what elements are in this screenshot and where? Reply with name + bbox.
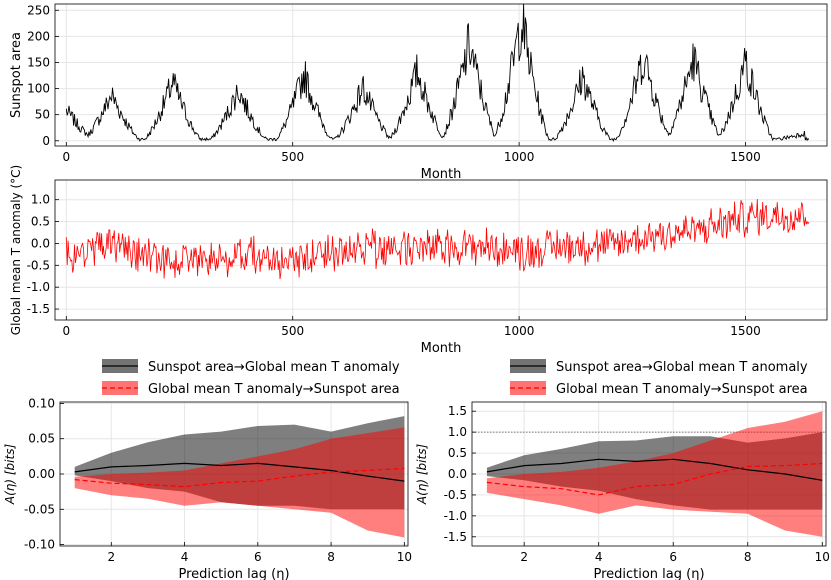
- y-tick-label: 0.00: [28, 467, 55, 481]
- y-tick-label: 0.5: [31, 215, 50, 229]
- y-axis-label: Sunspot area: [9, 32, 24, 118]
- chart-panel-4: 2 4 6 8 10 -1.5 -1.0 -0.5 0.0 0.5 1.0 1.5 Prediction…: [415, 359, 830, 580]
- legend-label: Global mean T anomaly→Sunspot area: [556, 382, 808, 397]
- y-tick-label: 150: [27, 55, 50, 69]
- y-tick-label: 0.5: [448, 446, 467, 460]
- x-tick-label: 0: [62, 324, 70, 338]
- x-tick-label: 1500: [730, 150, 761, 164]
- y-tick-label: 0.0: [31, 236, 50, 250]
- legend-label: Global mean T anomaly→Sunspot area: [148, 382, 400, 397]
- y-tick-label: -0.10: [24, 538, 55, 552]
- y-tick-label: 200: [27, 29, 50, 43]
- y-tick-label: 50: [35, 108, 50, 122]
- x-tick-label: 10: [815, 550, 830, 564]
- temperature-anomaly-line: [65, 199, 810, 280]
- y-tick-label: 0: [42, 134, 50, 148]
- y-tick-label: 0.0: [448, 467, 467, 481]
- x-axis-label: Prediction lag (η): [178, 567, 289, 580]
- x-axis-label: Month: [421, 167, 462, 182]
- series-2-band: [74, 427, 405, 538]
- y-tick-label: 0.10: [28, 396, 55, 410]
- x-tick-label: 2: [520, 550, 528, 564]
- plot-frame: [54, 179, 828, 321]
- x-tick-label: 4: [181, 550, 189, 564]
- series-2-mean-line: [74, 467, 405, 488]
- chart-panel-3: 2 4 6 8 10 -0.10 -0.05 0.00 0.05 0.10 Prediction l…: [3, 359, 412, 580]
- series-2-mean-line: [486, 462, 823, 496]
- series-1-mean-line: [74, 462, 405, 482]
- x-axis-label: Month: [421, 341, 462, 356]
- y-axis-label: A(η) [bits]: [3, 444, 17, 506]
- y-tick-label: 100: [27, 82, 50, 96]
- series-2-band: [486, 411, 823, 537]
- y-tick-label: 250: [27, 3, 50, 17]
- y-tick-label: -1.0: [444, 509, 467, 523]
- x-tick-label: 500: [281, 150, 304, 164]
- x-tick-label: 1000: [504, 324, 535, 338]
- y-tick-label: -1.5: [444, 530, 467, 544]
- y-tick-label: 1.0: [31, 193, 50, 207]
- y-tick-label: 1.5: [448, 404, 467, 418]
- y-tick-label: 1.0: [448, 425, 467, 439]
- x-tick-label: 1000: [504, 150, 535, 164]
- x-tick-label: 500: [281, 324, 304, 338]
- y-tick-label: -0.5: [444, 488, 467, 502]
- x-tick-label: 1500: [730, 324, 761, 338]
- x-tick-label: 8: [327, 550, 335, 564]
- chart-panel-1: 0 500 1000 1500 0 50 100 150 200 250 Month Sunspot …: [9, 3, 828, 182]
- y-tick-label: -1.5: [27, 302, 50, 316]
- x-tick-label: 2: [107, 550, 115, 564]
- y-tick-label: -0.05: [24, 502, 55, 516]
- legend: Sunspot area→Global mean T anomaly Global…: [510, 359, 808, 397]
- y-tick-label: 0.05: [28, 432, 55, 446]
- y-axis-label: A(η) [bits]: [415, 444, 429, 506]
- legend-label: Sunspot area→Global mean T anomaly: [148, 360, 400, 375]
- legend-label: Sunspot area→Global mean T anomaly: [556, 360, 808, 375]
- x-tick-label: 0: [62, 150, 70, 164]
- chart-panel-2: 0 500 1000 1500 -1.5 -1.0 -0.5 0.0 0.5 1.0 Month Gl…: [9, 165, 828, 356]
- x-axis-label: Prediction lag (η): [593, 567, 704, 580]
- sunspot-area-line: [65, 3, 810, 142]
- series-1-mean-line: [486, 458, 823, 481]
- x-tick-label: 6: [669, 550, 677, 564]
- x-tick-label: 6: [254, 550, 262, 564]
- y-axis-label: Global mean T anomaly (°C): [9, 165, 23, 335]
- y-tick-label: -0.5: [27, 258, 50, 272]
- legend: Sunspot area→Global mean T anomaly Global…: [102, 359, 400, 397]
- x-tick-label: 4: [595, 550, 603, 564]
- x-tick-label: 8: [744, 550, 752, 564]
- x-tick-label: 10: [397, 550, 412, 564]
- plot-frame: [54, 3, 828, 147]
- y-tick-label: -1.0: [27, 280, 50, 294]
